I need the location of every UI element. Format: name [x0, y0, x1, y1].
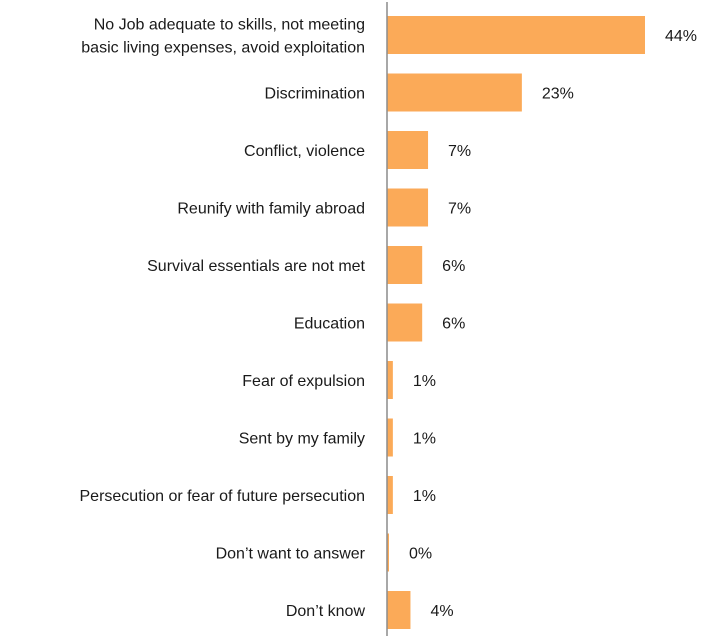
- value-label: 1%: [413, 488, 436, 505]
- bar: [387, 533, 389, 572]
- value-label: 1%: [413, 431, 436, 448]
- category-label: Discrimination: [265, 86, 365, 103]
- category-label-line: basic living expenses, avoid exploitatio…: [81, 40, 365, 57]
- category-label: Don’t want to answer: [216, 546, 366, 563]
- category-label: Persecution or fear of future persecutio…: [80, 488, 366, 505]
- category-label: Don’t know: [286, 603, 366, 620]
- category-labels-group: No Job adequate to skills, not meeting ba…: [80, 17, 366, 621]
- category-label-line: Education: [294, 316, 365, 333]
- category-label-line: Reunify with family abroad: [177, 201, 365, 218]
- bar: [387, 131, 429, 169]
- category-label: Fear of expulsion: [242, 373, 365, 390]
- value-label: 1%: [413, 373, 436, 390]
- category-label-line: Sent by my family: [239, 431, 365, 448]
- value-label: 0%: [409, 546, 432, 563]
- category-label-line: No Job adequate to skills, not meeting: [94, 17, 365, 34]
- bar: [387, 418, 393, 457]
- bar: [387, 591, 411, 629]
- value-label: 44%: [665, 28, 697, 45]
- category-label-line: Don’t want to answer: [216, 546, 366, 563]
- bar: [387, 16, 645, 54]
- value-label: 7%: [448, 201, 471, 218]
- bar: [387, 188, 429, 227]
- category-label-line: Discrimination: [265, 86, 365, 103]
- bar: [387, 303, 423, 342]
- category-label-line: Fear of expulsion: [242, 373, 365, 390]
- category-label: Conflict, violence: [244, 143, 365, 160]
- bar: [387, 246, 423, 284]
- bar: [387, 361, 393, 399]
- value-label: 7%: [448, 143, 471, 160]
- category-label: Education: [294, 316, 365, 333]
- value-label: 6%: [442, 316, 465, 333]
- value-label: 6%: [442, 258, 465, 275]
- category-label: Survival essentials are not met: [147, 258, 365, 275]
- category-label-line: Persecution or fear of future persecutio…: [80, 488, 366, 505]
- value-labels-group: 44% 23% 7% 7% 6% 6% 1% 1% 1% 0% 4%: [409, 28, 697, 620]
- category-label: Sent by my family: [239, 431, 365, 448]
- category-label: No Job adequate to skills, not meeting ba…: [81, 17, 365, 57]
- category-label-line: Conflict, violence: [244, 143, 365, 160]
- value-label: 4%: [430, 603, 453, 620]
- bar: [387, 476, 393, 514]
- category-label-line: Don’t know: [286, 603, 366, 620]
- bar: [387, 73, 522, 112]
- value-label: 23%: [542, 86, 574, 103]
- category-label: Reunify with family abroad: [177, 201, 365, 218]
- category-label-line: Survival essentials are not met: [147, 258, 365, 275]
- bars-group: [387, 16, 645, 629]
